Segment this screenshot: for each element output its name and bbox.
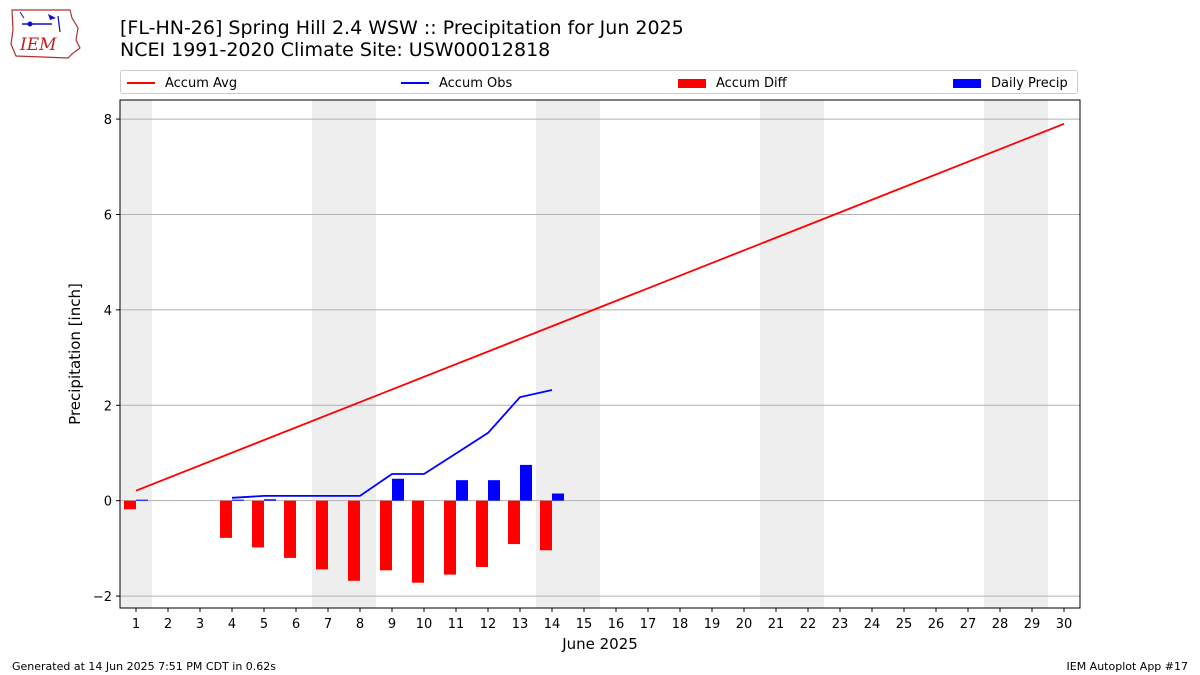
legend-label: Accum Obs [439,75,513,91]
legend-label: Accum Diff [716,75,787,91]
x-tick-label: 11 [448,617,465,632]
legend-swatch [953,78,981,88]
x-tick-label: 14 [544,617,561,632]
chart-subtitle: NCEI 1991-2020 Climate Site: USW00012818 [120,39,551,61]
x-tick-label: 21 [768,617,785,632]
legend-swatch [678,78,706,88]
x-tick-label: 28 [992,617,1009,632]
legend-label: Daily Precip [991,75,1068,91]
x-tick-label: 30 [1056,617,1073,632]
x-tick-label: 12 [480,617,497,632]
accum-obs-line [231,389,553,499]
daily-precip-bar [136,499,148,501]
x-tick-label: 6 [292,617,300,632]
x-tick-label: 17 [640,617,657,632]
x-tick-label: 13 [512,617,529,632]
daily-precip-bar [264,499,276,501]
accum-diff-bar [220,500,232,538]
x-tick-label: 24 [864,617,881,632]
x-tick-label: 20 [736,617,753,632]
x-axis-label: June 2025 [561,635,638,653]
daily-precip-bar [392,478,404,501]
x-tick-label: 18 [672,617,689,632]
x-tick-label: 15 [576,617,593,632]
x-tick-label: 22 [800,617,817,632]
x-tick-label: 8 [356,617,364,632]
y-axis-label: Precipitation [inch] [66,283,84,425]
x-tick-label: 26 [928,617,945,632]
accum-diff-bar [348,500,360,581]
legend-item-accum-avg: Accum Avg [127,74,237,92]
legend-label: Accum Avg [165,75,238,91]
weekend-shade [760,100,824,608]
daily-precip-bar [488,480,500,501]
chart-title: [FL-HN-26] Spring Hill 2.4 WSW :: Precip… [120,17,684,39]
x-tick-label: 25 [896,617,913,632]
iem-logo: IEM [10,9,81,59]
x-tick-label: 16 [608,617,625,632]
accum-diff-bar [508,500,520,545]
accum-diff-bar [252,500,264,548]
x-tick-label: 3 [196,617,204,632]
footer-generated: Generated at 14 Jun 2025 7:51 PM CDT in … [12,660,277,673]
legend-item-daily-precip: Daily Precip [953,74,1068,92]
accum-avg-line [135,123,1065,492]
x-tick-label: 9 [388,617,396,632]
x-tick-label: 27 [960,617,977,632]
plot-frame [119,99,1081,609]
x-tick-label: 23 [832,617,849,632]
x-tick-label: 4 [228,617,236,632]
x-tick-label: 29 [1024,617,1041,632]
footer-app: IEM Autoplot App #17 [1066,660,1189,673]
daily-precip-bar [232,499,244,501]
legend: Accum Avg Accum Obs Accum Diff Daily Pre… [120,70,1078,94]
logo-text: IEM [19,35,57,55]
x-tick-label: 5 [260,617,268,632]
y-tick-label: 8 [104,113,112,128]
daily-precip-bar [520,464,532,501]
y-tick-label: 0 [104,495,112,510]
weekend-shade [120,100,152,608]
daily-precip-bar [552,493,564,501]
x-tick-label: 10 [416,617,433,632]
accum-diff-bar [380,500,392,571]
accum-diff-bar [540,500,552,551]
x-tick-label: 2 [164,617,172,632]
legend-item-accum-obs: Accum Obs [401,74,512,92]
x-tick-label: 19 [704,617,721,632]
accum-diff-bar [476,500,488,567]
y-tick-label: 4 [104,304,112,319]
legend-swatch [127,82,155,84]
x-tick-label: 7 [324,617,332,632]
accum-diff-bar [444,500,456,575]
accum-diff-bar [316,500,328,570]
legend-item-accum-diff: Accum Diff [678,74,787,92]
y-tick-label: −2 [93,590,112,605]
y-tick-label: 6 [104,208,112,223]
legend-swatch [401,82,429,84]
accum-diff-bar [284,500,296,558]
daily-precip-bar [456,480,468,501]
y-tick-label: 2 [104,399,112,414]
accum-diff-bar [412,500,424,583]
accum-diff-bar [124,500,136,510]
x-tick-label: 1 [132,617,140,632]
weekend-shade [984,100,1048,608]
